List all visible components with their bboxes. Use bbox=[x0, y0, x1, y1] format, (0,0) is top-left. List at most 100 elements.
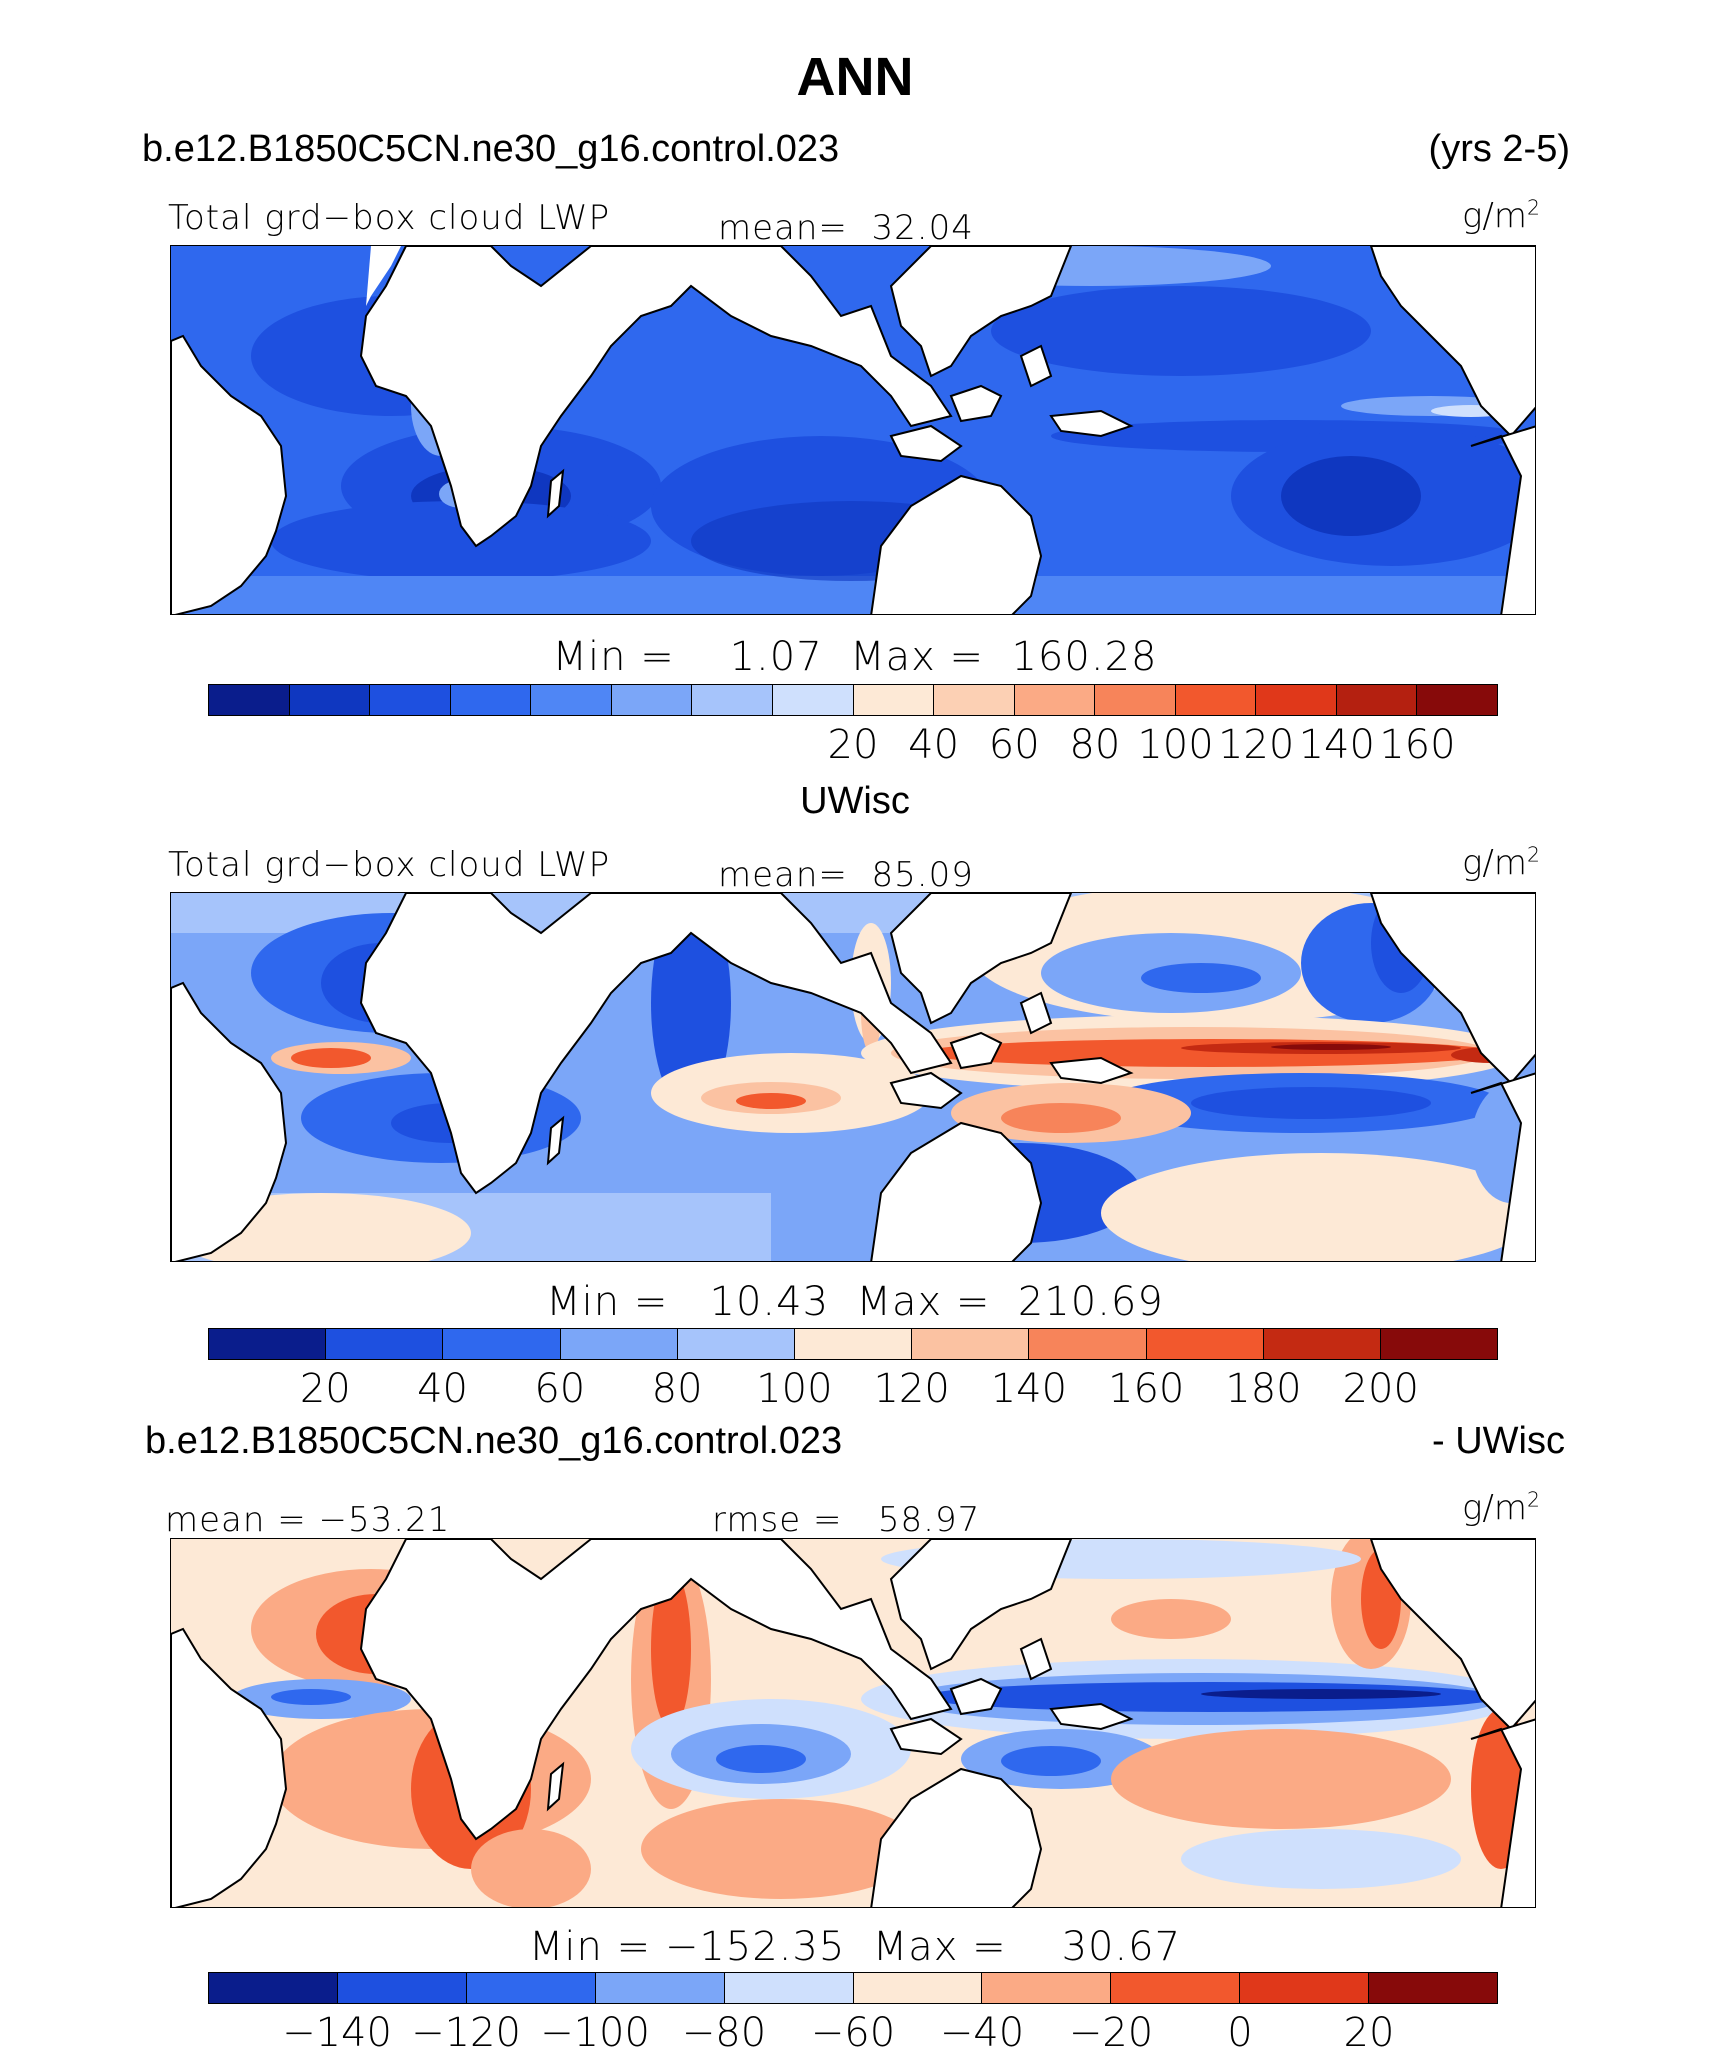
colorbar-swatch bbox=[1014, 685, 1096, 715]
colorbar-tick-label: 60 bbox=[988, 722, 1040, 768]
colorbar-swatch bbox=[1175, 685, 1257, 715]
colorbar-swatch bbox=[1369, 1973, 1498, 2003]
panel2-colorbar bbox=[208, 1328, 1498, 1360]
top-case-label: b.e12.B1850C5CN.ne30_g16.control.023 bbox=[142, 128, 840, 170]
panel1-land bbox=[171, 246, 1535, 614]
colorbar-tick-label: 60 bbox=[534, 1366, 586, 1412]
panel3-minmax: Min = −152.35 Max = 30.67 bbox=[528, 1924, 1182, 1970]
panel1-mean-value: 32.04 bbox=[871, 208, 974, 248]
colorbar-tick-label: −140 bbox=[282, 2010, 392, 2056]
colorbar-tick-label: −100 bbox=[540, 2010, 650, 2056]
colorbar-tick-label: −20 bbox=[1068, 2010, 1154, 2056]
panel3-min-value: −152.35 bbox=[664, 1924, 846, 1970]
colorbar-swatch bbox=[1417, 685, 1497, 715]
colorbar-swatch bbox=[531, 685, 612, 715]
colorbar-tick-label: 140 bbox=[990, 1366, 1068, 1412]
figure-title: ANN bbox=[796, 47, 914, 107]
panel2-map bbox=[170, 892, 1536, 1262]
colorbar-tick-label: 160 bbox=[1107, 1366, 1185, 1412]
panel3-map bbox=[170, 1538, 1536, 1908]
colorbar-tick-label: 120 bbox=[873, 1366, 950, 1412]
colorbar-tick-label: 100 bbox=[1137, 722, 1214, 768]
colorbar-swatch bbox=[1240, 1973, 1370, 2003]
panel1-units: g/m2 bbox=[1462, 195, 1540, 236]
panel2-max-value: 210.69 bbox=[1017, 1279, 1164, 1325]
colorbar-swatch bbox=[677, 1329, 795, 1359]
colorbar-tick-label: −120 bbox=[411, 2010, 521, 2056]
bottom-suffix-label: - UWisc bbox=[1432, 1420, 1565, 1462]
panel2-variable-label: Total grd−box cloud LWP bbox=[168, 845, 611, 885]
colorbar-swatch bbox=[853, 685, 935, 715]
colorbar-tick-label: 160 bbox=[1379, 722, 1456, 768]
colorbar-tick-label: 100 bbox=[756, 1366, 833, 1412]
panel3-land bbox=[171, 1539, 1535, 1907]
colorbar-tick-label: 40 bbox=[908, 722, 960, 768]
panel1-colorbar bbox=[208, 684, 1498, 716]
panel1-minmax: Min = 1.07 Max = 160.28 bbox=[552, 634, 1158, 680]
colorbar-swatch bbox=[450, 685, 532, 715]
colorbar-swatch bbox=[595, 1973, 725, 2003]
colorbar-swatch bbox=[337, 1973, 467, 2003]
colorbar-tick-label: −80 bbox=[681, 2010, 767, 2056]
panel1-mean-readout: mean= 32.04 bbox=[718, 208, 974, 248]
colorbar-swatch bbox=[1111, 1973, 1241, 2003]
panel3-mean-readout: mean = −53.21 bbox=[165, 1500, 451, 1540]
colorbar-tick-label: 80 bbox=[651, 1366, 703, 1412]
colorbar-swatch bbox=[611, 685, 693, 715]
colorbar-swatch bbox=[772, 685, 854, 715]
panel2-mean-value: 85.09 bbox=[871, 855, 974, 895]
panel1-map bbox=[170, 245, 1536, 615]
colorbar-tick-label: 0 bbox=[1227, 2010, 1253, 2056]
colorbar-swatch bbox=[326, 1329, 444, 1359]
bottom-case-label: b.e12.B1850C5CN.ne30_g16.control.023 bbox=[145, 1420, 843, 1462]
colorbar-swatch bbox=[466, 1973, 596, 2003]
panel2-minmax: Min = 10.43 Max = 210.69 bbox=[546, 1279, 1164, 1325]
colorbar-swatch bbox=[289, 685, 371, 715]
colorbar-swatch bbox=[794, 1329, 913, 1359]
colorbar-tick-label: 200 bbox=[1342, 1366, 1419, 1412]
colorbar-tick-label: 20 bbox=[299, 1366, 351, 1412]
colorbar-tick-label: −60 bbox=[810, 2010, 896, 2056]
colorbar-tick-label: 20 bbox=[1343, 2010, 1395, 2056]
panel3-rmse-value: 58.97 bbox=[877, 1500, 981, 1540]
panel3-colorbar bbox=[208, 1972, 1498, 2004]
colorbar-swatch bbox=[692, 685, 773, 715]
panel1-mean-label: mean= bbox=[718, 208, 848, 248]
panel2-min-value: 10.43 bbox=[709, 1279, 830, 1325]
colorbar-swatch bbox=[1380, 1329, 1498, 1359]
panel3-max-value: 30.67 bbox=[1061, 1924, 1182, 1970]
colorbar-tick-label: −40 bbox=[939, 2010, 1025, 2056]
colorbar-swatch bbox=[1256, 685, 1337, 715]
colorbar-swatch bbox=[1146, 1329, 1264, 1359]
colorbar-swatch bbox=[912, 1329, 1030, 1359]
panel2-mean-readout: mean= 85.09 bbox=[718, 855, 974, 895]
panel2-units: g/m2 bbox=[1462, 842, 1540, 883]
colorbar-swatch bbox=[934, 685, 1015, 715]
colorbar-swatch bbox=[853, 1973, 983, 2003]
colorbar-tick-label: 40 bbox=[417, 1366, 468, 1412]
panel2-land bbox=[171, 893, 1535, 1261]
colorbar-tick-label: 140 bbox=[1298, 722, 1375, 768]
colorbar-swatch bbox=[1095, 685, 1176, 715]
colorbar-swatch bbox=[724, 1973, 854, 2003]
panel1-max-value: 160.28 bbox=[1011, 634, 1158, 680]
colorbar-swatch bbox=[560, 1329, 678, 1359]
panel3-mean-value: −53.21 bbox=[318, 1500, 451, 1540]
colorbar-swatch bbox=[1263, 1329, 1381, 1359]
colorbar-tick-label: 20 bbox=[827, 722, 879, 768]
panel1-min-value: 1.07 bbox=[729, 634, 823, 680]
colorbar-swatch bbox=[209, 1329, 327, 1359]
colorbar-swatch bbox=[1029, 1329, 1147, 1359]
colorbar-swatch bbox=[209, 1973, 338, 2003]
colorbar-swatch bbox=[1336, 685, 1418, 715]
colorbar-swatch bbox=[370, 685, 451, 715]
panel3-rmse-readout: rmse = 58.97 bbox=[712, 1500, 981, 1540]
mid-title: UWisc bbox=[800, 780, 910, 822]
panel3-units: g/m2 bbox=[1462, 1487, 1540, 1528]
colorbar-swatch bbox=[209, 685, 290, 715]
colorbar-tick-label: 120 bbox=[1217, 722, 1295, 768]
panel1-variable-label: Total grd−box cloud LWP bbox=[168, 198, 611, 238]
colorbar-swatch bbox=[443, 1329, 561, 1359]
years-label: (yrs 2-5) bbox=[1428, 128, 1570, 170]
colorbar-tick-label: 80 bbox=[1069, 722, 1121, 768]
